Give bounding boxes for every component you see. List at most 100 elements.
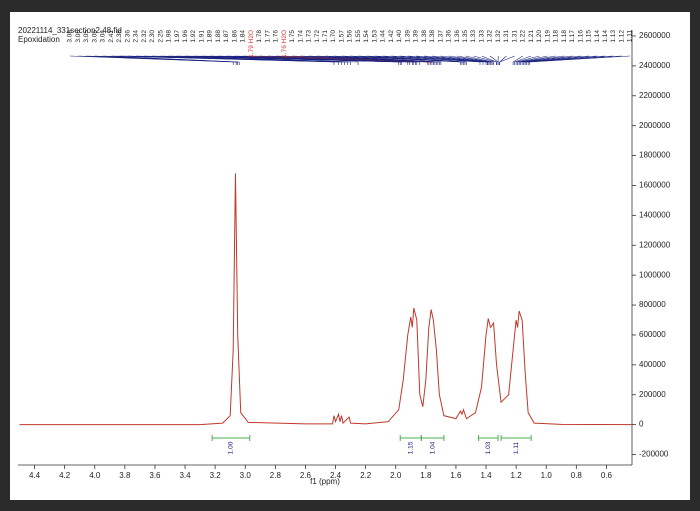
peak-label: 1.76 H2O bbox=[281, 30, 288, 58]
peak-connector bbox=[465, 55, 494, 63]
peak-label: 1.22 bbox=[520, 30, 527, 43]
peak-connector bbox=[457, 55, 493, 63]
x-tick-label: 1.8 bbox=[420, 471, 432, 480]
peak-label: 1.18 bbox=[561, 30, 568, 43]
integral-label: 1.03 bbox=[485, 441, 492, 454]
y-tick-label: 1000000 bbox=[639, 270, 671, 279]
peak-connector bbox=[333, 55, 441, 63]
peak-label: 1.91 bbox=[198, 30, 205, 43]
x-tick-label: 1.2 bbox=[511, 471, 523, 480]
peak-label: 1.21 bbox=[528, 30, 535, 43]
y-tick-label: 200000 bbox=[639, 390, 666, 399]
peak-label: 2.36 bbox=[124, 30, 131, 43]
peak-connector bbox=[529, 55, 631, 63]
peak-connector bbox=[160, 55, 359, 63]
peak-label: 3.08 bbox=[67, 30, 74, 43]
peak-label: 1.77 bbox=[264, 30, 271, 43]
peak-label: 3.06 bbox=[75, 30, 82, 43]
peak-label: 1.44 bbox=[380, 30, 387, 43]
y-tick-label: 1800000 bbox=[639, 151, 671, 160]
x-tick-label: 0.6 bbox=[601, 471, 613, 480]
peak-label: 1.18 bbox=[553, 30, 560, 43]
peak-label: 2.41 bbox=[108, 30, 115, 43]
peak-label: 1.14 bbox=[602, 30, 609, 43]
peak-label: 1.72 bbox=[314, 30, 321, 43]
panel bbox=[10, 12, 690, 500]
y-tick-label: 0 bbox=[639, 420, 644, 429]
peak-label: 1.32 bbox=[487, 30, 494, 43]
peak-label: 1.79 H2O bbox=[248, 30, 255, 58]
x-tick-label: 2.6 bbox=[300, 471, 312, 480]
peak-label: 1.35 bbox=[462, 30, 469, 43]
peak-label: 1.14 bbox=[594, 30, 601, 43]
peak-label: 1.71 bbox=[322, 30, 329, 43]
integral-label: 1.04 bbox=[429, 441, 436, 454]
peak-connector bbox=[473, 55, 497, 63]
peak-label: 1.84 bbox=[240, 30, 247, 43]
peak-connector bbox=[374, 55, 467, 63]
peak-label: 1.75 bbox=[289, 30, 296, 43]
peak-label: 1.39 bbox=[413, 30, 420, 43]
peak-label: 1.96 bbox=[182, 30, 189, 43]
y-tick-label: 2000000 bbox=[639, 121, 671, 130]
peak-label: 1.57 bbox=[338, 30, 345, 43]
spectrum-line bbox=[19, 173, 633, 426]
peak-label: 1.17 bbox=[569, 30, 576, 43]
peak-label: 1.16 bbox=[577, 30, 584, 43]
peak-connector bbox=[512, 55, 524, 63]
peak-label: 1.97 bbox=[174, 30, 181, 43]
peak-label: 1.32 bbox=[495, 30, 502, 43]
x-tick-label: 2.4 bbox=[330, 471, 342, 480]
peak-connector bbox=[102, 55, 240, 63]
peak-label: 1.55 bbox=[355, 30, 362, 43]
peak-label: 1.73 bbox=[306, 30, 313, 43]
x-tick-label: 3.6 bbox=[149, 471, 161, 480]
peak-label: 1.20 bbox=[536, 30, 543, 43]
y-tick-label: 1400000 bbox=[639, 210, 671, 219]
peak-connector bbox=[440, 55, 491, 63]
y-tick-label: 2400000 bbox=[639, 61, 671, 70]
peak-label: 1.56 bbox=[347, 30, 354, 43]
peak-label: 1.39 bbox=[404, 30, 411, 43]
peak-label: 1.33 bbox=[470, 30, 477, 43]
peak-label: 1.98 bbox=[166, 30, 173, 43]
peak-connector bbox=[432, 55, 490, 63]
peak-label: 2.30 bbox=[149, 30, 156, 43]
peak-connector bbox=[517, 55, 548, 63]
peak-label: 1.19 bbox=[544, 30, 551, 43]
x-tick-label: 3.4 bbox=[179, 471, 191, 480]
peak-label: 1.40 bbox=[396, 30, 403, 43]
x-tick-label: 2.2 bbox=[360, 471, 372, 480]
integral-label: 1.00 bbox=[228, 441, 235, 454]
x-tick-label: 1.4 bbox=[480, 471, 492, 480]
peak-label: 1.36 bbox=[454, 30, 461, 43]
y-tick-label: 400000 bbox=[639, 360, 666, 369]
y-tick-label: 1600000 bbox=[639, 181, 671, 190]
peak-label: 1.13 bbox=[610, 30, 617, 43]
peak-label: 1.86 bbox=[231, 30, 238, 43]
peak-label: 3.05 bbox=[83, 30, 90, 43]
peak-connector bbox=[514, 55, 532, 63]
x-tick-label: 3.2 bbox=[210, 471, 222, 480]
peak-label: 2.38 bbox=[116, 30, 123, 43]
peak-connector bbox=[519, 55, 565, 63]
x-tick-label: 4.0 bbox=[89, 471, 101, 480]
x-tick-label: 1.6 bbox=[450, 471, 462, 480]
x-tick-label: 3.8 bbox=[119, 471, 131, 480]
peak-label: 1.87 bbox=[223, 30, 230, 43]
x-tick-label: 1.0 bbox=[541, 471, 553, 480]
peak-label: 1.88 bbox=[215, 30, 222, 43]
peak-label: 1.42 bbox=[388, 30, 395, 43]
chart-subtitle: Epoxidation bbox=[18, 35, 60, 44]
peak-label: 1.38 bbox=[429, 30, 436, 43]
y-tick-label: 1200000 bbox=[639, 240, 671, 249]
peak-label: 1.12 bbox=[618, 30, 625, 43]
integral-label: 1.11 bbox=[513, 442, 520, 455]
peak-connector bbox=[499, 55, 515, 63]
x-tick-label: 2.0 bbox=[390, 471, 402, 480]
peak-label: 1.36 bbox=[446, 30, 453, 43]
peak-label: 3.04 bbox=[100, 30, 107, 43]
y-tick-label: -200000 bbox=[639, 450, 669, 459]
peak-label: 1.89 bbox=[207, 30, 214, 43]
